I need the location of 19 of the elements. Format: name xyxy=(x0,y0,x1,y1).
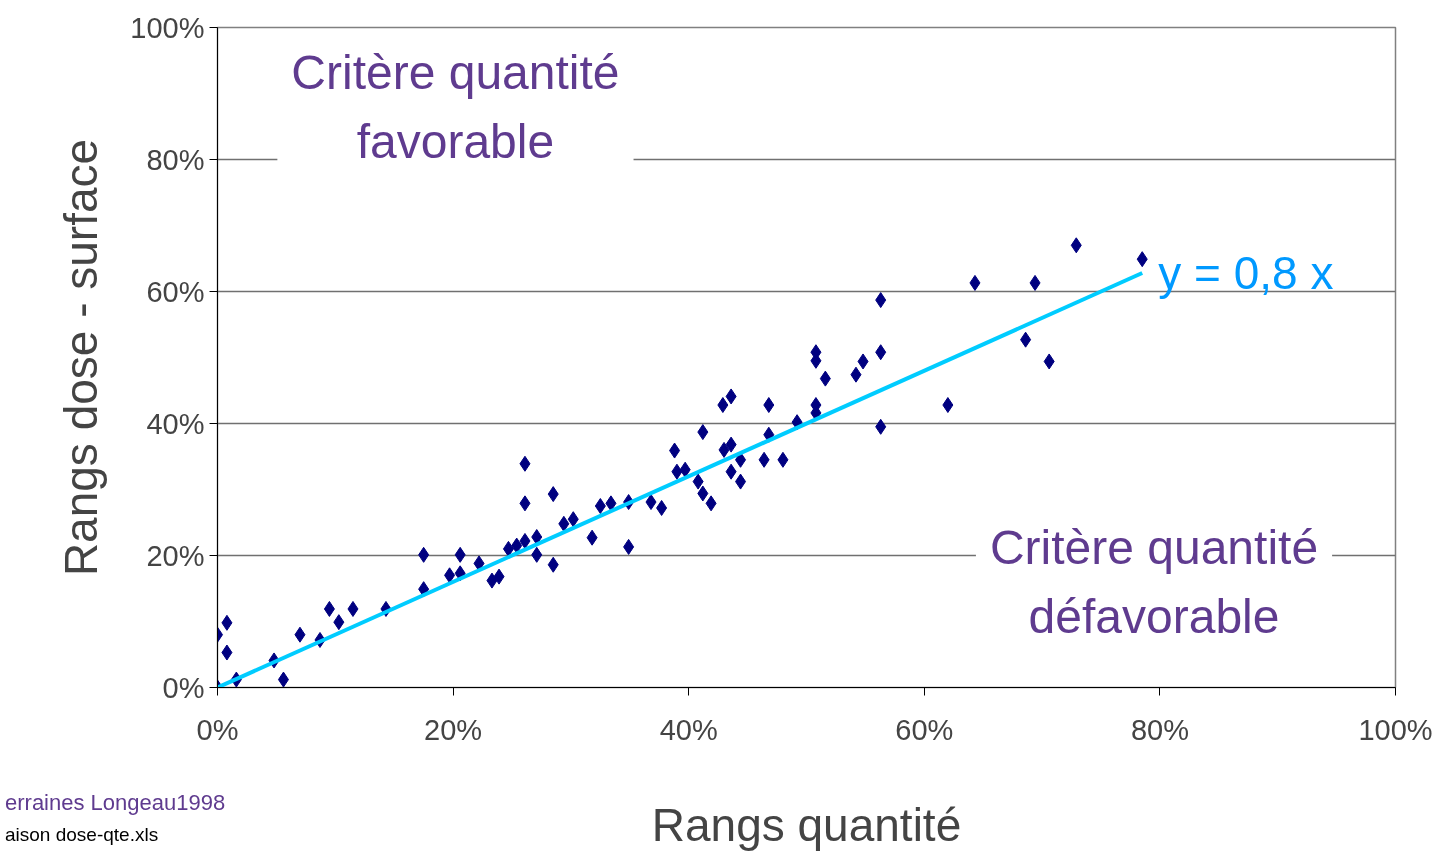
y-tick-label: 0% xyxy=(162,671,205,704)
y-tick-label: 40% xyxy=(146,407,205,440)
y-tick-label: 100% xyxy=(130,11,205,44)
x-tick-label: 100% xyxy=(1358,713,1433,746)
y-tick-label: 80% xyxy=(146,143,205,176)
x-axis-title: Rangs quantité xyxy=(651,798,962,851)
text: aison dose-qte.xls xyxy=(5,824,159,847)
annotation: y = 0,8 x xyxy=(1158,247,1334,300)
y-axis-title: Rangs dose - surface xyxy=(55,138,108,577)
annotation: Critère quantité défavorable xyxy=(989,520,1319,643)
x-tick-label: 80% xyxy=(1130,713,1189,746)
text: erraines Longeau1998 xyxy=(5,790,226,816)
x-tick-label: 20% xyxy=(424,713,483,746)
y-tick-label: 20% xyxy=(146,539,205,572)
x-tick-label: 0% xyxy=(196,713,239,746)
x-tick-label: 40% xyxy=(659,713,718,746)
x-tick-label: 60% xyxy=(895,713,954,746)
y-tick-label: 60% xyxy=(146,275,205,308)
annotation: Critère quantité favorable xyxy=(291,45,620,168)
